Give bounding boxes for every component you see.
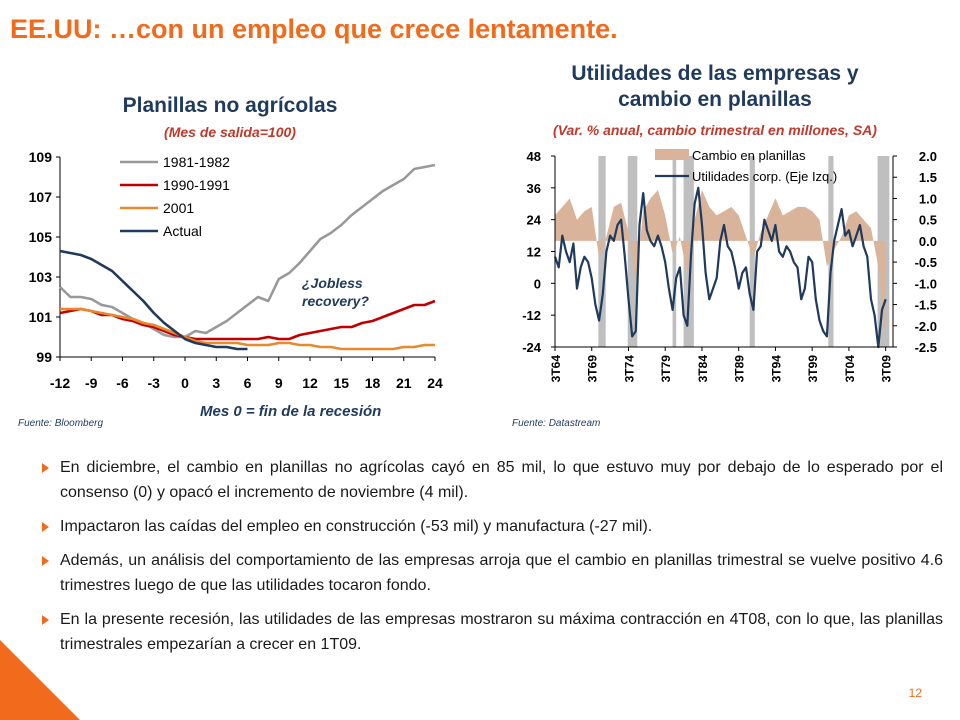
right-right-y-tick-label: 2.0 <box>919 149 937 164</box>
left-y-tick-label: 107 <box>29 189 53 205</box>
jobless-recovery-annotation: ¿Jobless <box>302 275 363 291</box>
left-chart-subtitle: (Mes de salida=100) <box>164 124 296 140</box>
recession-band <box>598 156 606 347</box>
left-x-tick-label: 18 <box>365 375 381 391</box>
right-right-y-tick-label: 1.0 <box>919 191 937 206</box>
right-left-y-tick-label: 48 <box>527 149 541 164</box>
right-right-y-tick-label: 0.5 <box>919 213 937 228</box>
triangle-bullet-icon <box>42 463 49 473</box>
right-chart: -24 -12 0 12 24 36 48 -2.5 -2.0 -1.5 -1.0 -0.5 0.0 0.… <box>522 148 937 383</box>
right-x-tick-label: 3T74 <box>622 355 636 383</box>
left-series-line <box>59 299 436 341</box>
right-left-y-tick-label: 36 <box>527 181 541 196</box>
left-x-tick-label: 15 <box>333 375 349 391</box>
left-x-tick-label: 24 <box>427 375 443 391</box>
right-x-tick-label: 3T09 <box>880 355 894 383</box>
right-x-tick-label: 3T84 <box>696 355 710 383</box>
right-x-tick-label: 3T89 <box>733 355 747 383</box>
left-y-tick-label: 101 <box>29 309 53 325</box>
right-x-tick-label: 3T64 <box>549 355 563 383</box>
right-legend-area-swatch <box>655 149 689 160</box>
left-x-tick-label: 9 <box>275 375 283 391</box>
right-left-y-tick-label: -12 <box>522 308 541 323</box>
right-source: Fuente: Datastream <box>512 418 601 429</box>
left-legend-label: Actual <box>163 223 202 239</box>
left-x-tick-label: 0 <box>181 375 189 391</box>
triangle-bullet-icon <box>42 522 49 532</box>
left-x-tick-label: -9 <box>85 375 98 391</box>
left-legend-label: 2001 <box>163 200 194 216</box>
right-left-y-tick-label: 12 <box>527 245 541 260</box>
left-chart-title: Planillas no agrícolas <box>122 94 338 117</box>
bullet-list: En diciembre, el cambio en planillas no … <box>40 455 943 666</box>
left-chart: 99 101 103 105 107 109 -12 -9 -6 -3 0 3 6 9 12 15 18 21 24… <box>29 149 443 391</box>
left-y-tick-label: 103 <box>29 269 53 285</box>
left-x-tick-label: 3 <box>212 375 220 391</box>
left-series-line <box>59 163 436 339</box>
triangle-bullet-icon <box>42 556 49 566</box>
bullet-item: Impactaron las caídas del empleo en cons… <box>40 514 943 539</box>
corner-decoration <box>0 640 80 720</box>
left-series-line <box>60 307 435 351</box>
left-legend-label: 1990-1991 <box>163 177 230 193</box>
bullet-text: En la presente recesión, las utilidades … <box>60 611 943 653</box>
bullet-item: Además, un análisis del comportamiento d… <box>40 548 943 598</box>
left-source: Fuente: Bloomberg <box>18 418 104 429</box>
right-x-tick-label: 3T94 <box>769 355 783 383</box>
left-x-tick-label: 6 <box>244 375 252 391</box>
left-series-line <box>59 249 248 351</box>
triangle-bullet-icon <box>42 615 49 625</box>
right-left-y-tick-label: 24 <box>527 213 542 228</box>
right-right-y-tick-label: -2.0 <box>915 319 937 334</box>
left-y-tick-label: 99 <box>36 349 52 365</box>
bullet-item: En diciembre, el cambio en planillas no … <box>40 455 943 505</box>
corporate-profits-line <box>553 186 887 349</box>
left-x-axis-title: Mes 0 = fin de la recesión <box>200 403 382 420</box>
right-chart-title-2: cambio en planillas <box>618 88 812 111</box>
right-chart-subtitle: (Var. % anual, cambio trimestral en mill… <box>553 122 877 138</box>
right-x-tick-label: 3T99 <box>806 355 820 383</box>
right-right-y-tick-label: 1.5 <box>919 170 937 185</box>
right-right-y-tick-label: -0.5 <box>915 255 937 270</box>
left-x-tick-label: -6 <box>116 375 129 391</box>
bullet-text: En diciembre, el cambio en planillas no … <box>60 459 943 501</box>
left-x-tick-label: -3 <box>148 375 161 391</box>
right-legend-label: Utilidades corp. (Eje Izq.) <box>692 169 837 184</box>
right-right-y-tick-label: -1.0 <box>915 276 937 291</box>
right-x-tick-label: 3T79 <box>659 355 673 383</box>
recession-band <box>672 156 677 347</box>
left-x-tick-label: 21 <box>396 375 412 391</box>
right-right-y-tick-label: -2.5 <box>915 340 937 355</box>
right-chart-title-1: Utilidades de las empresas y <box>571 62 859 85</box>
page-number: 12 <box>908 686 922 700</box>
right-x-tick-label: 3T04 <box>843 355 857 383</box>
left-x-tick-label: 12 <box>302 375 318 391</box>
right-legend-label: Cambio en planillas <box>692 148 806 163</box>
left-x-tick-label: -12 <box>50 375 70 391</box>
bullet-item: En la presente recesión, las utilidades … <box>40 607 943 657</box>
bullet-text: Además, un análisis del comportamiento d… <box>60 552 943 594</box>
employment-change-area <box>555 190 886 339</box>
slide-title: EE.UU: …con un empleo que crece lentamen… <box>10 14 618 44</box>
right-x-tick-label: 3T69 <box>586 355 600 383</box>
right-right-y-tick-label: 0.0 <box>919 234 937 249</box>
left-legend-label: 1981-1982 <box>163 154 230 170</box>
right-left-y-tick-label: 0 <box>534 276 541 291</box>
left-y-tick-label: 109 <box>29 149 53 165</box>
left-y-tick-label: 105 <box>29 229 53 245</box>
right-left-y-tick-label: -24 <box>522 340 542 355</box>
right-right-y-tick-label: -1.5 <box>915 298 937 313</box>
bullet-text: Impactaron las caídas del empleo en cons… <box>60 518 653 535</box>
jobless-recovery-annotation: recovery? <box>302 293 369 309</box>
